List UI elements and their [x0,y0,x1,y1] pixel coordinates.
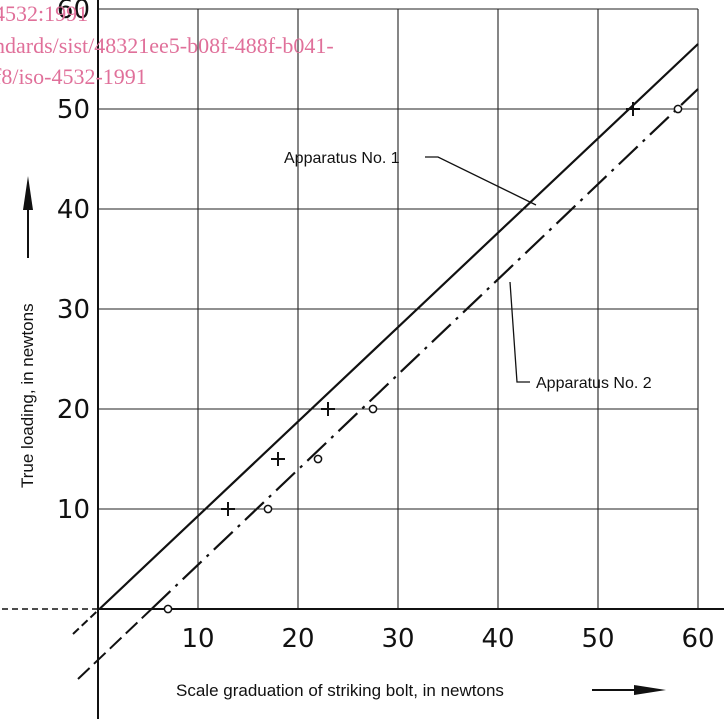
marker-plus-1-4 [626,102,640,116]
watermark-line-2: ndards/sist/48321ee5-b08f-488f-b041- [0,33,334,58]
series-line-1 [98,43,699,610]
x-tick-label-20: 20 [281,624,314,654]
y-tick-label-40: 40 [57,195,90,225]
marker-circle-2-4 [368,404,378,414]
x-tick-label-10: 10 [181,624,214,654]
y-axis-title-group: True loading, in newtons [18,176,37,488]
y-axis-arrowhead [23,176,33,210]
marker-circle-2-5 [673,104,683,114]
watermark-line-3: f8/iso-4532-1991 [0,64,147,89]
annotations: Apparatus No. 1 Apparatus No. 2 [284,150,652,392]
x-tick-label-60: 60 [681,624,714,654]
x-tick-label-50: 50 [581,624,614,654]
x-axis-title: Scale graduation of striking bolt, in ne… [176,681,504,700]
x-axis-arrowhead [634,685,666,695]
annotation-apparatus-1: Apparatus No. 1 [284,150,400,167]
grid [98,8,699,609]
marker-plus-1-3 [321,402,335,416]
annotation-leader-apparatus-1 [425,156,537,206]
y-tick-label-20: 20 [57,395,90,425]
series-lines [72,43,699,680]
y-axis-title: True loading, in newtons [18,303,37,488]
annotation-leader-apparatus-2 [509,281,530,383]
data-markers [163,102,683,614]
marker-plus-1-1 [221,502,235,516]
x-axis-title-group: Scale graduation of striking bolt, in ne… [176,681,666,700]
series-line-2 [150,88,699,610]
watermark-line-1: 4532:1991 [0,1,88,26]
x-tick-label-30: 30 [381,624,414,654]
y-tick-label-10: 10 [57,495,90,525]
y-tick-label-30: 30 [57,295,90,325]
y-tick-label-50: 50 [57,95,90,125]
marker-circle-2-1 [163,604,173,614]
y-tick-label-60: 60 [57,0,90,25]
marker-circle-2-2 [263,504,273,514]
marker-circle-2-3 [313,454,323,464]
annotation-apparatus-2: Apparatus No. 2 [536,375,652,392]
series-line-extension-2 [77,608,153,680]
watermark: 4532:1991 ndards/sist/48321ee5-b08f-488f… [0,1,334,89]
x-tick-label-40: 40 [481,624,514,654]
tick-labels: 10 20 30 40 50 60 10 20 30 40 50 60 [57,0,715,654]
marker-plus-1-2 [271,452,285,466]
series-line-extension-1 [72,608,101,635]
